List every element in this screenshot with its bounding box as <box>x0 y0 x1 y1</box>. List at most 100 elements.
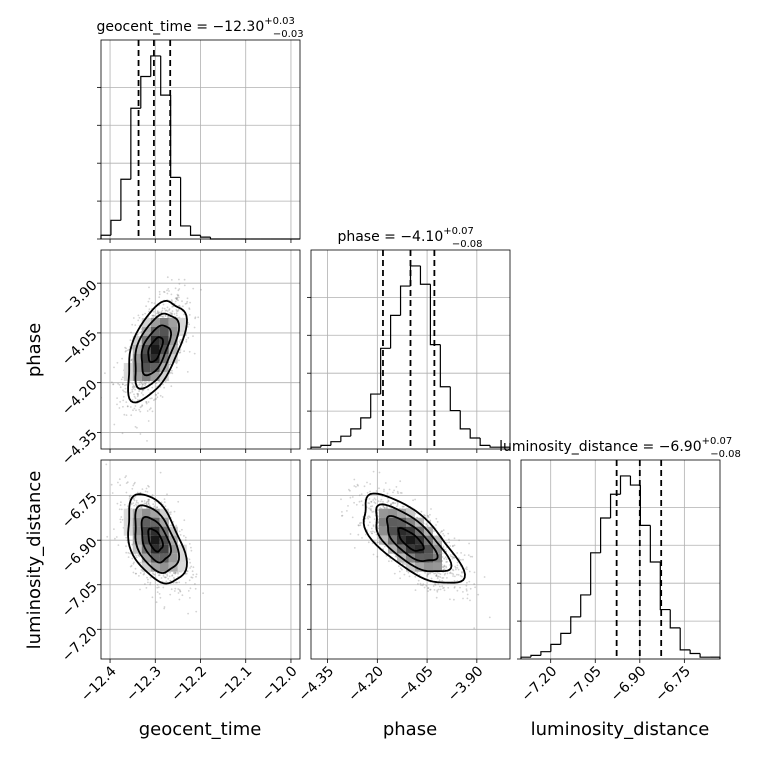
scatter-point <box>125 536 128 539</box>
scatter-point <box>122 383 124 386</box>
scatter-point <box>189 301 192 304</box>
scatter-point <box>188 308 191 311</box>
scatter-point <box>370 508 372 510</box>
x-geocent-time-tick-label: −12.4 <box>78 663 120 705</box>
scatter-point <box>370 500 373 503</box>
y-luminosity-distance-tick-label: −6.90 <box>59 535 101 577</box>
scatter-point <box>395 555 398 558</box>
contour-line <box>127 299 188 404</box>
scatter-point <box>178 316 181 319</box>
scatter-point <box>194 587 197 590</box>
hist-bin <box>419 265 431 285</box>
scatter-point <box>131 358 134 361</box>
scatter-point <box>442 577 445 579</box>
scatter-point <box>346 510 348 512</box>
scatter-point <box>177 571 179 574</box>
scatter-point <box>446 541 448 544</box>
scatter-point <box>138 554 141 557</box>
scatter-point <box>169 593 172 596</box>
scatter-point <box>177 572 179 575</box>
hist-bin <box>120 178 131 221</box>
scatter-point <box>133 393 135 396</box>
scatter-point <box>165 580 168 583</box>
scatter-point <box>168 511 171 514</box>
scatter-point <box>446 572 449 575</box>
scatter-point <box>143 500 146 502</box>
scatter-point <box>119 401 121 403</box>
scatter-point <box>368 507 370 510</box>
scatter-point <box>439 576 442 578</box>
scatter-point <box>452 569 455 572</box>
scatter-point <box>145 587 148 589</box>
scatter-point <box>171 369 173 372</box>
density-cell <box>159 336 169 345</box>
scatter-point <box>170 299 173 301</box>
scatter-point <box>174 587 177 590</box>
hist-bin <box>629 475 641 486</box>
contour-line <box>134 504 181 574</box>
scatter-point <box>460 559 462 561</box>
scatter-point <box>382 505 385 507</box>
scatter-point <box>394 555 397 558</box>
scatter-point <box>147 484 149 487</box>
scatter-point <box>374 502 377 505</box>
scatter-point <box>176 293 179 296</box>
scatter-point <box>393 572 396 575</box>
scatter-point <box>139 491 142 494</box>
scatter-point <box>148 308 151 311</box>
scatter-point <box>156 396 159 399</box>
scatter-point <box>412 499 414 502</box>
scatter-point <box>195 610 198 613</box>
scatter-point <box>189 567 192 569</box>
panel-frame <box>310 459 511 660</box>
hist-bin <box>679 627 691 651</box>
scatter-point <box>434 583 437 585</box>
scatter-point <box>439 531 442 534</box>
scatter-point <box>435 517 438 520</box>
scatter-point <box>360 493 363 496</box>
scatter-point <box>129 406 132 408</box>
density-cell <box>141 354 151 363</box>
scatter-point <box>166 292 169 295</box>
scatter-point <box>171 312 173 315</box>
scatter-point <box>124 346 126 349</box>
scatter-point <box>377 500 380 503</box>
scatter-point <box>163 606 166 608</box>
scatter-point <box>138 383 141 386</box>
scatter-point <box>136 334 139 336</box>
scatter-point <box>128 495 131 497</box>
density-cell <box>388 517 397 527</box>
scatter-point <box>189 597 191 599</box>
scatter-point <box>396 502 399 505</box>
scatter-point <box>122 395 125 398</box>
scatter-point <box>372 525 375 528</box>
density-cell <box>168 553 178 563</box>
hist-bin <box>439 344 451 388</box>
scatter-point <box>119 386 122 389</box>
hist-bin <box>350 428 361 437</box>
density-cell <box>424 544 433 554</box>
scatter-point <box>122 389 124 392</box>
scatter-point <box>369 505 372 508</box>
scatter-point <box>380 498 383 501</box>
scatter-point <box>175 297 178 300</box>
scatter-point <box>145 401 148 403</box>
scatter-point <box>422 583 425 586</box>
scatter-point <box>140 386 143 388</box>
scatter-point <box>164 314 167 317</box>
scatter-point <box>138 575 140 577</box>
scatter-point <box>130 331 133 334</box>
scatter-point <box>407 507 410 510</box>
scatter-point <box>469 587 472 590</box>
scatter-point <box>458 539 460 542</box>
scatter-point <box>115 536 118 538</box>
scatter-point <box>473 571 476 574</box>
scatter-point <box>464 567 467 570</box>
scatter-point <box>124 387 127 390</box>
scatter-point <box>392 491 394 494</box>
density-cell <box>141 526 151 536</box>
scatter-point <box>142 573 145 576</box>
scatter-point <box>445 566 448 569</box>
scatter-point <box>456 552 459 554</box>
density-cell <box>406 508 415 518</box>
